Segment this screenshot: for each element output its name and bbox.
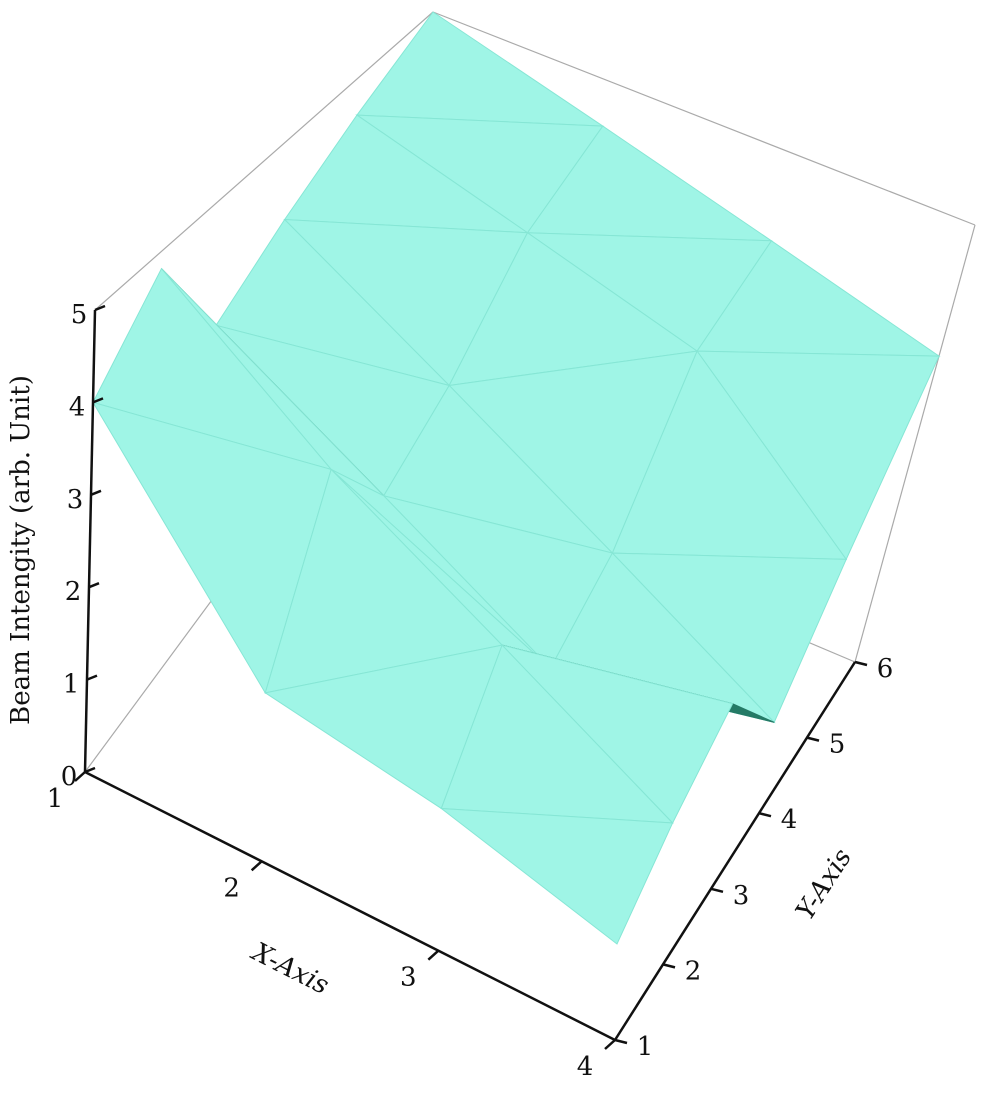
x-tick-label: 2 bbox=[223, 873, 240, 903]
y-tick-label: 6 bbox=[877, 654, 894, 684]
y-axis bbox=[613, 661, 857, 1041]
x-tick bbox=[427, 949, 440, 961]
y-tick bbox=[758, 811, 772, 818]
y-tick-label: 3 bbox=[733, 881, 750, 911]
y-tick-label: 5 bbox=[829, 730, 846, 760]
z-tick-label: 1 bbox=[63, 670, 80, 700]
z-tick bbox=[90, 489, 102, 496]
z-tick bbox=[84, 766, 96, 774]
box-edge bbox=[94, 11, 434, 311]
y-tick-label: 4 bbox=[781, 805, 798, 835]
x-tick bbox=[74, 771, 86, 782]
z-tick bbox=[86, 674, 98, 681]
box-edge bbox=[432, 11, 976, 226]
y-tick bbox=[662, 963, 676, 969]
y-tick-label: 2 bbox=[685, 956, 702, 986]
surface-facet bbox=[356, 11, 605, 127]
surface-facet bbox=[439, 807, 674, 945]
z-tick bbox=[92, 397, 104, 404]
x-tick bbox=[250, 860, 263, 872]
y-tick bbox=[710, 887, 724, 894]
z-tick-label: 2 bbox=[65, 577, 82, 607]
z-axis-label: Beam Intengity (arb. Unit) bbox=[6, 375, 36, 725]
z-axis bbox=[83, 309, 97, 773]
z-tick bbox=[88, 582, 100, 589]
x-tick-label: 3 bbox=[400, 963, 417, 993]
x-tick-label: 1 bbox=[47, 784, 64, 814]
box-edge bbox=[854, 224, 976, 663]
y-tick bbox=[854, 660, 868, 667]
x-tick-label: 4 bbox=[577, 1052, 594, 1082]
z-tick bbox=[94, 304, 106, 312]
y-tick bbox=[806, 736, 820, 742]
y-tick-label: 1 bbox=[637, 1032, 654, 1062]
z-tick-label: 0 bbox=[61, 762, 78, 792]
y-tick bbox=[614, 1038, 628, 1045]
y-axis-label: Y-Axis bbox=[790, 843, 858, 925]
x-tick bbox=[604, 1039, 616, 1050]
z-tick-label: 4 bbox=[69, 392, 86, 422]
x-axis-label: X-Axis bbox=[246, 936, 334, 1001]
z-tick-label: 5 bbox=[71, 300, 88, 330]
z-tick-label: 3 bbox=[67, 485, 84, 515]
x-axis bbox=[84, 770, 616, 1042]
